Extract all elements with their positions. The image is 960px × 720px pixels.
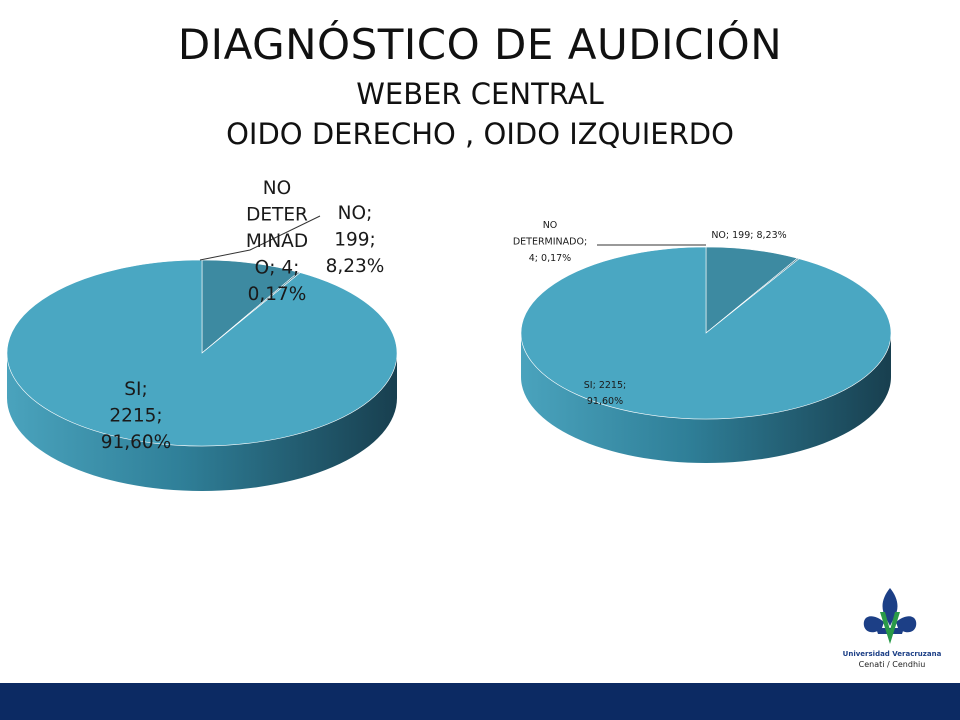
pie-slice-si [6,259,398,447]
label-no-determinado-right-line: DETERMINADO; [513,237,587,248]
charts-canvas: NO DETER MINAD O; 4; 0,17% NO; 199; 8,23% SI; 221… [6,178,892,491]
pie-slice-no [201,259,300,354]
label-si-left-line: 2215; [109,406,162,427]
pie-slice-si [520,246,892,420]
slide-subtitle-2: OIDO DERECHO , OIDO IZQUIERDO [226,117,734,151]
university-logo: Universidad Veracruzana Cenati / Cendhiu [820,582,960,683]
label-no-determinado-right-line: 4; 0,17% [529,253,571,264]
label-si-right-line: 91,60% [587,396,623,407]
pie-side-wall [521,333,891,463]
label-no-determinado-right: NO DETERMINADO; 4; 0,17% [513,220,587,264]
label-no-determinado-left-line: MINAD [246,231,308,252]
pie-side-wall [7,353,397,491]
footer-bar [0,683,960,720]
label-no-left-line: 8,23% [326,256,385,277]
leader-line-nd [199,215,321,261]
label-no-determinado-left-line: DETER [246,205,308,226]
pie-chart-left: NO DETER MINAD O; 4; 0,17% NO; 199; 8,23% SI; 221… [6,178,398,491]
slide-title: DIAGNÓSTICO DE AUDICIÓN [177,20,783,69]
label-si-left-line: 91,60% [101,432,172,453]
pie-slice-no [705,246,799,334]
label-no-determinado-left-line: NO [263,178,291,199]
label-no-determinado-right-line: NO [543,220,558,231]
label-no-left-line: 199; [334,230,376,251]
label-no-right-line: NO; 199; 8,23% [711,230,786,241]
label-si-right: SI; 2215; 91,60% [584,380,626,407]
label-no-left: NO; 199; 8,23% [326,203,385,277]
label-no-determinado-left-line: O; 4; [255,258,300,279]
label-no-right: NO; 199; 8,23% [711,230,786,241]
title-block: DIAGNÓSTICO DE AUDICIÓN WEBER CENTRAL OI… [0,16,960,154]
slide-subtitle-1: WEBER CENTRAL [356,77,604,111]
label-si-right-line: SI; 2215; [584,380,626,391]
pie-chart-right: NO DETERMINADO; 4; 0,17% NO; 199; 8,23% SI; … [513,220,892,463]
label-si-left-line: SI; [124,379,147,400]
label-no-left-line: NO; [338,203,373,224]
fleur-de-lis-icon [863,588,917,644]
logo-subtitle: Cenati / Cendhiu [858,660,926,669]
logo-university-name: Universidad Veracruzana [842,650,942,658]
label-no-determinado-left-line: 0,17% [248,284,307,305]
label-no-determinado-left: NO DETER MINAD O; 4; 0,17% [246,178,308,305]
label-si-left: SI; 2215; 91,60% [101,379,172,453]
